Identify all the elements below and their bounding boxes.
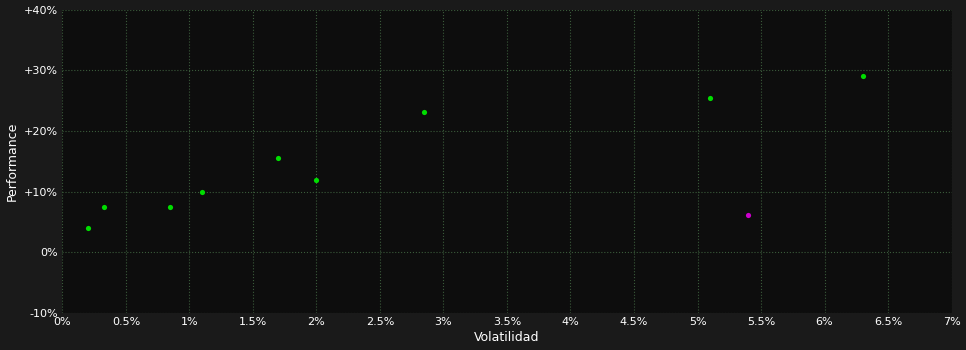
Point <box>702 95 718 100</box>
Point <box>855 74 870 79</box>
Y-axis label: Performance: Performance <box>6 122 18 201</box>
Point <box>80 225 96 231</box>
Point <box>416 109 432 114</box>
Point <box>309 177 325 182</box>
Point <box>270 155 286 161</box>
Point <box>741 212 756 218</box>
Point <box>194 189 210 195</box>
X-axis label: Volatilidad: Volatilidad <box>474 331 540 344</box>
Point <box>97 204 112 210</box>
Point <box>162 204 178 210</box>
